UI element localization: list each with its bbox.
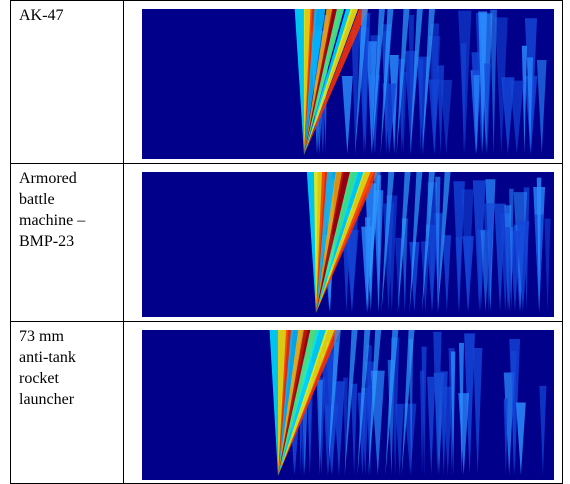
streak [439,371,448,475]
cell [123,321,563,484]
streak [409,241,420,312]
streak [417,58,424,154]
streak [461,189,474,312]
streak [385,330,399,476]
streak [458,393,470,475]
streak [332,381,345,475]
streak [422,9,436,155]
streak [397,172,411,313]
streak [304,9,369,155]
cell-text: Armored battle machine – BMP-23 [19,170,86,250]
streak [316,172,378,313]
table-row: AK-47 [10,0,563,164]
streak [366,41,377,154]
streak [380,9,394,155]
streak [453,181,465,312]
cell-text: 73 mm anti-tank rocket launcher [19,328,76,408]
streak [501,77,515,154]
streak [357,330,371,476]
streak [376,175,382,312]
streak [472,347,483,475]
table-row: Armored battle machine – BMP-23 [10,163,563,322]
streak [344,330,358,476]
streak [536,177,542,312]
streak [341,75,353,154]
streak [350,383,358,475]
streak [458,10,472,154]
streak [368,330,382,476]
table-row: 73 mm anti-tank rocket launcher [10,321,563,484]
streak [464,333,475,475]
streak [404,403,417,475]
spectrogram [142,172,554,317]
streak [509,188,514,312]
streak [473,75,480,154]
cell [123,0,563,164]
streak [304,9,345,155]
streak [351,30,360,155]
streak [440,79,453,154]
streak [437,172,451,313]
streak [421,172,435,313]
streak [294,9,305,155]
streak [343,377,348,475]
streak [409,172,423,313]
streak [515,402,526,475]
cell: AK-47 [10,0,124,164]
streak [327,330,341,476]
streak [450,351,456,475]
streak [396,9,410,155]
streak [509,80,524,154]
streak [381,172,395,313]
streak [539,385,547,475]
streak [371,9,385,155]
streak [420,241,430,312]
streak [435,176,441,312]
streak [503,398,508,475]
streak [521,45,528,154]
streak [316,172,337,313]
streak [478,11,488,154]
streak [395,403,404,475]
streak [483,203,495,312]
streak [428,36,441,154]
cell: Armored battle machine – BMP-23 [10,163,124,322]
spectrogram [142,9,554,159]
table: AK-47 Armored battle machine – BMP-23 73… [10,0,563,484]
streak [425,224,438,312]
streak [401,330,415,476]
streak [483,63,492,154]
streak [367,172,381,313]
streak [269,330,278,476]
cell [123,163,563,322]
streak [536,59,547,154]
streak [544,218,551,312]
streak [490,9,497,154]
streak [527,57,534,154]
cell-text: AK-47 [19,7,64,24]
streak [494,17,508,155]
streak [361,226,373,312]
cell: 73 mm anti-tank rocket launcher [10,321,124,484]
spectrogram [142,330,554,480]
streak [510,350,517,475]
streak [398,58,406,155]
streak [409,9,423,155]
streak [421,346,427,475]
streak [433,331,442,475]
streak [354,9,368,155]
streak [516,221,530,312]
streak [316,379,324,475]
streak [427,376,436,475]
streak [442,235,452,312]
